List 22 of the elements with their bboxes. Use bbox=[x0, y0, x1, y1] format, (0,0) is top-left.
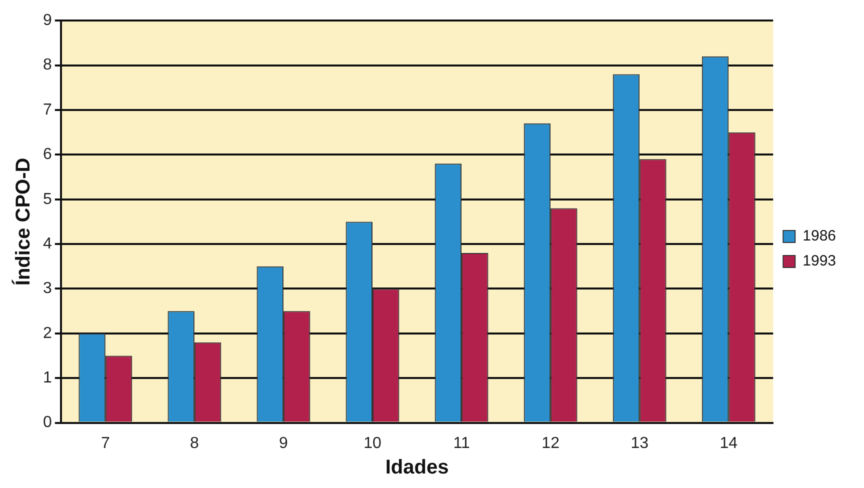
y-tick-label: 1 bbox=[42, 370, 52, 387]
y-tick-label: 8 bbox=[42, 56, 52, 74]
y-tick-label: 7 bbox=[42, 101, 52, 118]
y-axis-title: Índice CPO-D bbox=[12, 158, 35, 286]
y-tick-label: 5 bbox=[42, 190, 52, 208]
x-tick-label: 8 bbox=[190, 434, 199, 452]
x-tick-label: 7 bbox=[100, 434, 110, 452]
legend-label: 1993 bbox=[802, 252, 836, 270]
x-tick-label: 12 bbox=[542, 434, 560, 452]
x-tick-label: 9 bbox=[279, 434, 288, 452]
y-tick-label: 2 bbox=[42, 324, 52, 342]
legend-label: 1986 bbox=[802, 228, 836, 245]
y-tick-label: 9 bbox=[42, 12, 52, 30]
y-tick-label: 4 bbox=[42, 235, 52, 252]
x-tick-label: 14 bbox=[720, 434, 738, 452]
y-tick-label: 0 bbox=[42, 414, 52, 432]
x-axis-title: Idades bbox=[385, 456, 449, 479]
x-tick-label: 10 bbox=[364, 434, 382, 452]
y-tick-label: 3 bbox=[42, 280, 52, 298]
x-tick-label: 11 bbox=[453, 434, 470, 452]
x-tick-label: 13 bbox=[630, 434, 649, 452]
y-tick-label: 6 bbox=[42, 146, 52, 164]
